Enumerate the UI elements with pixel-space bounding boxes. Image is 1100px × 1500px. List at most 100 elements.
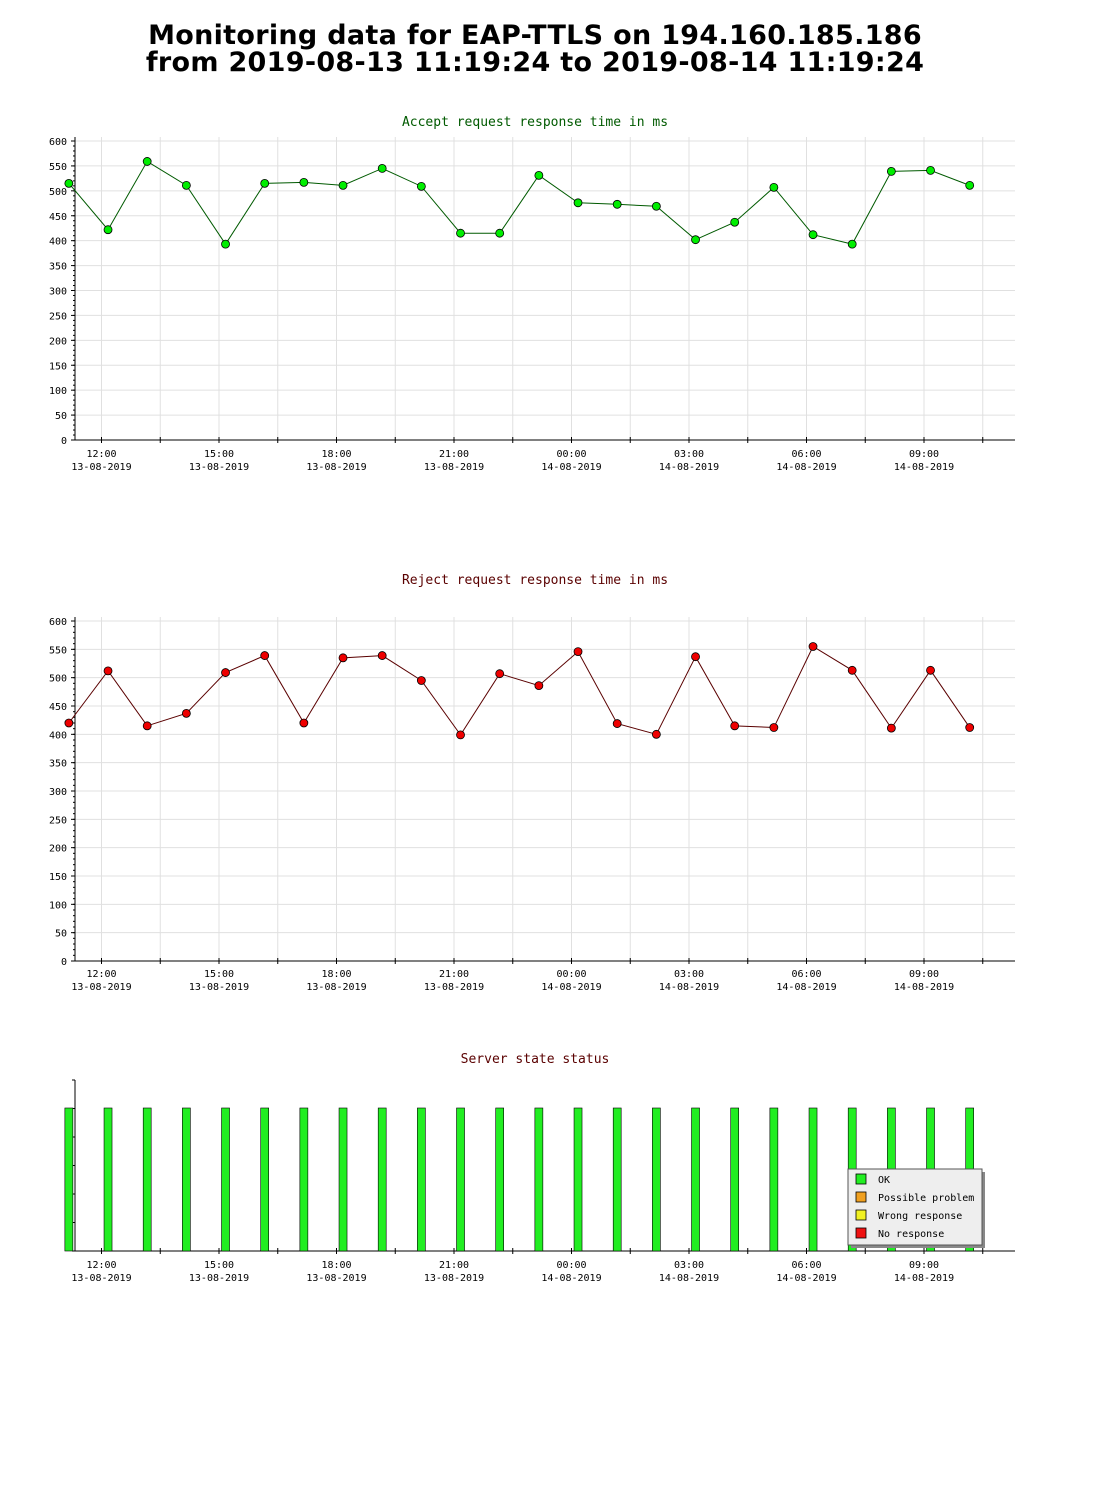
data-point [142,157,152,166]
data-point [651,729,661,739]
y-tick-label: 600 [49,617,67,628]
y-tick-label: 100 [49,386,67,397]
x-tick-label-date: 14-08-2019 [541,982,601,993]
legend-label: OK [878,1175,890,1186]
legend-swatch [855,1173,867,1185]
x-tick-label-time: 06:00 [791,449,821,460]
x-tick-label-time: 00:00 [556,449,586,460]
data-point [181,708,191,718]
y-tick-label: 50 [55,411,67,422]
data-point [573,647,583,656]
y-tick-label: 350 [49,262,67,273]
x-tick-label-time: 00:00 [556,969,586,980]
data-point [926,166,935,175]
x-tick-label-date: 13-08-2019 [71,462,131,473]
x-tick-label-date: 14-08-2019 [541,1273,601,1284]
data-point [221,239,230,249]
data-point [103,225,113,235]
status-bar [417,1107,426,1252]
x-tick-label-time: 09:00 [909,969,939,980]
status-bar [495,1107,504,1252]
legend-box [847,1168,983,1246]
data-point [691,652,700,662]
data-point [965,180,975,190]
legend-label: Possible problem [878,1193,974,1204]
data-point [377,164,387,173]
status-bar [377,1107,387,1252]
title-line-2: from 2019-08-13 11:19:24 to 2019-08-14 1… [145,47,925,78]
x-tick-label-date: 13-08-2019 [71,982,131,993]
y-tick-label: 350 [49,759,67,770]
x-tick-label-date: 13-08-2019 [424,462,484,473]
y-tick-label: 450 [49,702,67,713]
status-bar [691,1107,700,1252]
data-point [612,199,622,209]
y-tick-label: 300 [49,287,67,298]
x-tick-label-time: 21:00 [439,969,469,980]
y-tick-label: 400 [49,730,67,741]
y-tick-label: 400 [49,237,67,248]
x-tick-label-date: 14-08-2019 [659,982,719,993]
data-point [64,178,74,188]
x-tick-label-time: 12:00 [86,969,116,980]
data-point [338,653,348,663]
status-bar [64,1107,74,1252]
x-tick-label-date: 14-08-2019 [894,462,954,473]
x-tick-label-date: 14-08-2019 [776,1273,836,1284]
data-point [64,718,74,728]
y-tick-label: 150 [49,361,67,372]
x-tick-label-time: 06:00 [791,1260,821,1271]
chart-title: Accept request response time in ms [402,115,668,130]
x-tick-label-date: 13-08-2019 [424,982,484,993]
y-tick-label: 0 [61,436,67,447]
legend-label: No response [878,1229,944,1240]
data-point [377,651,387,660]
status-bar [299,1107,309,1252]
data-point [926,665,935,675]
data-point [181,180,191,190]
status-bar [456,1107,465,1252]
chart-title: Server state status [461,1052,610,1067]
x-tick-label-time: 03:00 [674,969,704,980]
x-tick-label-date: 14-08-2019 [659,462,719,473]
x-tick-label-date: 13-08-2019 [306,462,366,473]
y-tick-label: 500 [49,187,67,198]
y-tick-label: 550 [49,162,67,173]
x-tick-label-date: 14-08-2019 [776,982,836,993]
page-title: Monitoring data for EAP-TTLS on 194.160.… [0,22,1070,76]
data-point [808,642,818,651]
x-tick-label-date: 13-08-2019 [306,1273,366,1284]
chart-title: Reject request response time in ms [402,573,668,588]
data-point [612,719,622,728]
legend-swatch [855,1227,867,1239]
legend-swatch [855,1209,867,1221]
data-point [416,676,426,685]
data-point [769,723,779,732]
x-tick-label-time: 09:00 [909,1260,939,1271]
data-point [769,182,779,192]
data-point [260,178,270,188]
data-point [573,198,583,208]
status-bar [221,1107,230,1252]
status-bar [612,1107,622,1252]
legend-swatch [855,1191,867,1203]
data-point [456,730,465,740]
data-point [103,666,113,676]
x-tick-label-date: 14-08-2019 [541,462,601,473]
y-tick-label: 500 [49,674,67,685]
y-tick-label: 100 [49,900,67,911]
y-tick-label: 300 [49,787,67,798]
x-tick-label-time: 21:00 [439,449,469,460]
x-tick-label-time: 18:00 [321,969,351,980]
y-tick-label: 250 [49,815,67,826]
y-tick-label: 0 [61,957,67,968]
series-line [68,160,970,246]
status-bar [103,1107,113,1252]
data-point [730,217,740,227]
data-point [416,181,426,191]
data-point [808,230,818,240]
x-tick-label-time: 03:00 [674,1260,704,1271]
data-point [886,166,896,176]
data-point [142,721,152,731]
